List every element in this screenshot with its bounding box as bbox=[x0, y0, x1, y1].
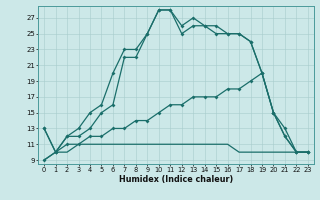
X-axis label: Humidex (Indice chaleur): Humidex (Indice chaleur) bbox=[119, 175, 233, 184]
